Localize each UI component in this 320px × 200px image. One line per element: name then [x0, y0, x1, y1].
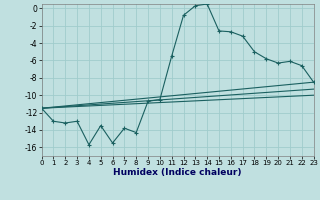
X-axis label: Humidex (Indice chaleur): Humidex (Indice chaleur): [113, 168, 242, 177]
